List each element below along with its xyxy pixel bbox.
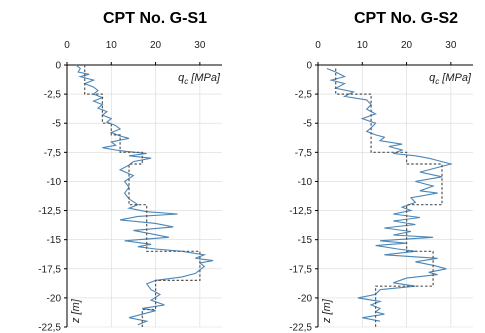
y-tick-label: -2,5 [44, 90, 62, 101]
y-tick-label: -22,5 [289, 323, 312, 333]
x-tick-label: 10 [357, 40, 369, 51]
x-axis-label: qc [MPa] [178, 72, 221, 86]
chart-title: CPT No. G-S1 [103, 10, 207, 27]
y-tick-label: -22,5 [38, 323, 61, 333]
y-tick-label: -15 [47, 235, 62, 246]
x-axis-label-unit: [MPa] [439, 72, 472, 84]
measured-cone-resistance-line [326, 67, 454, 322]
x-axis-label-subscript: c [184, 77, 188, 86]
x-tick-label: 20 [401, 40, 413, 51]
y-tick-label: -12,5 [289, 206, 312, 217]
chart-panel-2: CPT No. G-S2 0 10 20 30 0 -2,5 -5 -7,5 -10 -12,5 -1… [289, 10, 473, 333]
x-tick-label: 30 [194, 40, 206, 51]
y-tick-label: -2,5 [295, 90, 313, 101]
x-tick-label: 20 [150, 40, 162, 51]
y-tick-label: 0 [55, 61, 61, 72]
model-profile-line [84, 65, 201, 327]
y-tick-label: -5 [303, 119, 312, 130]
measured-cone-resistance-line [75, 64, 214, 326]
y-tick-label: 0 [306, 61, 312, 72]
x-axis-label-symbol: q [178, 72, 185, 84]
y-tick-label: -10 [298, 177, 313, 188]
x-tick-label: 0 [64, 40, 70, 51]
y-tick-label: -7,5 [44, 148, 62, 159]
chart-title: CPT No. G-S2 [354, 10, 458, 27]
x-tick-label: 10 [106, 40, 118, 51]
y-tick-label: -7,5 [295, 148, 313, 159]
y-tick-label: -12,5 [38, 206, 61, 217]
y-tick-label: -20 [47, 293, 62, 304]
y-axis-label: z [m] [70, 298, 82, 324]
x-axis-label-subscript: c [435, 77, 439, 86]
x-axis-label-unit: [MPa] [188, 72, 221, 84]
x-tick-label: 30 [445, 40, 457, 51]
y-tick-label: -10 [47, 177, 62, 188]
chart-panel-1: CPT No. G-S1 0 10 20 30 0 -2,5 -5 -7,5 -10 -12,5 -1… [38, 10, 222, 333]
y-tick-label: -5 [52, 119, 61, 130]
x-tick-label: 0 [315, 40, 321, 51]
x-axis-label-symbol: q [429, 72, 436, 84]
x-axis-label: qc [MPa] [429, 72, 472, 86]
y-tick-label: -17,5 [38, 264, 61, 275]
y-axis-label: z [m] [321, 298, 333, 324]
y-tick-label: -17,5 [289, 264, 312, 275]
y-tick-label: -20 [298, 293, 313, 304]
y-tick-label: -15 [298, 235, 313, 246]
model-profile-line [335, 68, 443, 327]
